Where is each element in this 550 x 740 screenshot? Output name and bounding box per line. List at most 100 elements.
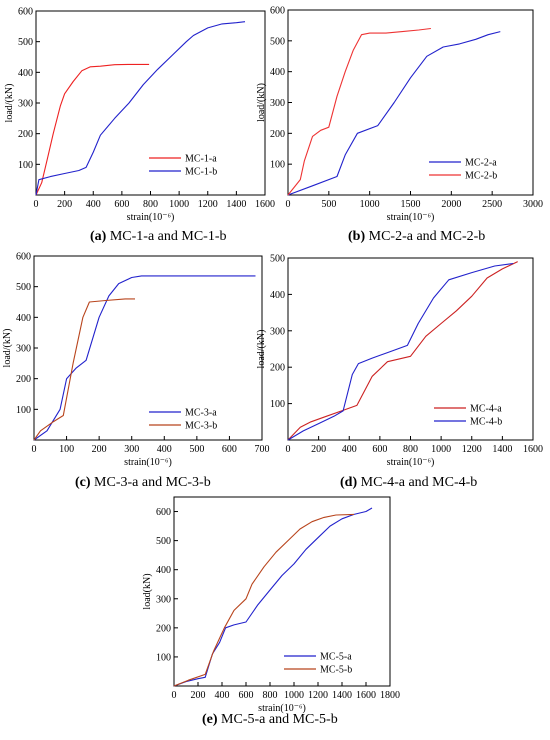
y-axis-label: load/(kN) (256, 330, 267, 369)
x-tick-label: 1200 (308, 690, 328, 701)
x-axis-label: strain(10⁻⁶) (387, 212, 435, 223)
x-tick-label: 1600 (255, 199, 275, 210)
plot-frame (33, 255, 263, 441)
legend-label: MC-3-b (185, 421, 217, 432)
x-axis-label: strain(10⁻⁶) (127, 212, 175, 223)
x-tick-label: 0 (34, 199, 39, 210)
x-axis-label: strain(10⁻⁶) (387, 457, 435, 468)
x-tick-label: 700 (255, 444, 270, 455)
y-tick-label: 600 (156, 507, 171, 518)
y-tick-label: 200 (270, 129, 285, 140)
x-tick-label: 1600 (356, 690, 376, 701)
x-tick-label: 300 (124, 444, 139, 455)
legend-label: MC-1-a (185, 154, 217, 165)
x-tick-label: 1400 (332, 690, 352, 701)
y-axis-label: load(kN) (142, 573, 153, 609)
series-line-MC-3-a (33, 275, 256, 441)
x-tick-label: 3000 (523, 199, 543, 210)
x-tick-label: 0 (172, 690, 177, 701)
x-tick-label: 1400 (492, 444, 512, 455)
x-tick-label: 600 (114, 199, 129, 210)
x-tick-label: 400 (215, 690, 230, 701)
y-tick-label: 100 (156, 652, 171, 663)
chart-e: 0 200 400 600 800 1000 1200 1400 1600 1800 100 200 3… (142, 496, 400, 714)
y-tick-label: 200 (16, 374, 31, 385)
x-tick-label: 1800 (380, 690, 400, 701)
y-tick-label: 100 (270, 399, 285, 410)
x-tick-label: 2500 (482, 199, 502, 210)
x-tick-label: 1400 (226, 199, 246, 210)
x-axis-label: strain(10⁻⁶) (124, 457, 172, 468)
series-line-MC-5-a (173, 507, 373, 687)
x-tick-label: 1000 (360, 199, 380, 210)
x-tick-label: 1200 (462, 444, 482, 455)
chart-d: 0 200 400 600 800 1000 1200 1400 1600 100 200 300 40… (256, 254, 543, 469)
series-line-MC-1-b (35, 21, 246, 196)
plot-frame (173, 496, 391, 687)
caption-d: (d) MC-4-a and MC-4-b (340, 475, 478, 490)
y-axis-label: load/(kN) (2, 329, 13, 368)
y-tick-label: 400 (16, 313, 31, 324)
series-line-MC-3-b (33, 298, 135, 441)
y-tick-label: 200 (270, 363, 285, 374)
plot-frame (35, 10, 266, 196)
chart-b: 0 500 1000 1500 2000 2500 3000 100 200 300 400 500 6… (256, 6, 543, 224)
chart-c: 0 100 200 300 400 500 600 700 100 200 300 400 500 600… (2, 252, 270, 469)
y-tick-label: 600 (270, 6, 285, 17)
x-tick-label: 100 (59, 444, 74, 455)
legend-label: MC-5-a (320, 652, 352, 663)
y-tick-label: 100 (18, 160, 33, 171)
x-tick-label: 0 (286, 444, 291, 455)
x-tick-label: 600 (239, 690, 254, 701)
x-tick-label: 0 (286, 199, 291, 210)
x-tick-label: 500 (189, 444, 204, 455)
x-tick-label: 2000 (441, 199, 461, 210)
x-tick-label: 200 (311, 444, 326, 455)
y-tick-label: 200 (156, 623, 171, 634)
y-tick-label: 300 (270, 326, 285, 337)
x-tick-label: 400 (342, 444, 357, 455)
x-axis-label: strain(10⁻⁶) (258, 703, 306, 714)
series-line-MC-2-a (287, 31, 501, 196)
legend-label: MC-3-a (185, 408, 217, 419)
x-tick-label: 1000 (431, 444, 451, 455)
x-tick-label: 600 (222, 444, 237, 455)
legend-label: MC-1-b (185, 167, 217, 178)
series-line-MC-2-b (287, 27, 431, 196)
x-tick-label: 1000 (284, 690, 304, 701)
chart-a: 0 200 400 600 800 1000 1200 1400 1600 100 200 300 40… (4, 7, 275, 224)
caption-a: (a) MC-1-a and MC-1-b (90, 229, 227, 244)
caption-e: (e) MC-5-a and MC-5-b (202, 712, 338, 727)
y-tick-label: 500 (18, 37, 33, 48)
y-tick-label: 300 (270, 98, 285, 109)
y-tick-label: 400 (270, 67, 285, 78)
x-tick-label: 200 (191, 690, 206, 701)
series-line-MC-4-b (287, 262, 514, 441)
y-tick-label: 300 (156, 594, 171, 605)
y-tick-label: 400 (270, 290, 285, 301)
series-line-MC-1-a (35, 63, 150, 196)
series-line-MC-5-b (173, 513, 355, 687)
y-tick-label: 500 (270, 36, 285, 47)
y-tick-label: 500 (16, 282, 31, 293)
x-tick-label: 200 (57, 199, 72, 210)
x-tick-label: 400 (86, 199, 101, 210)
y-tick-label: 600 (18, 7, 33, 18)
x-tick-label: 0 (32, 444, 37, 455)
y-tick-label: 100 (16, 405, 31, 416)
y-axis-label: load/(kN) (4, 84, 15, 123)
x-tick-label: 1500 (401, 199, 421, 210)
x-tick-label: 1200 (198, 199, 218, 210)
y-tick-label: 600 (16, 252, 31, 263)
y-tick-label: 100 (270, 160, 285, 171)
legend-label: MC-4-b (470, 417, 502, 428)
x-tick-label: 400 (157, 444, 172, 455)
x-tick-label: 600 (372, 444, 387, 455)
x-tick-label: 800 (143, 199, 158, 210)
series-line-MC-4-a (287, 261, 518, 441)
y-tick-label: 300 (18, 99, 33, 110)
legend-label: MC-4-a (470, 404, 502, 415)
x-tick-label: 800 (263, 690, 278, 701)
x-tick-label: 1000 (169, 199, 189, 210)
